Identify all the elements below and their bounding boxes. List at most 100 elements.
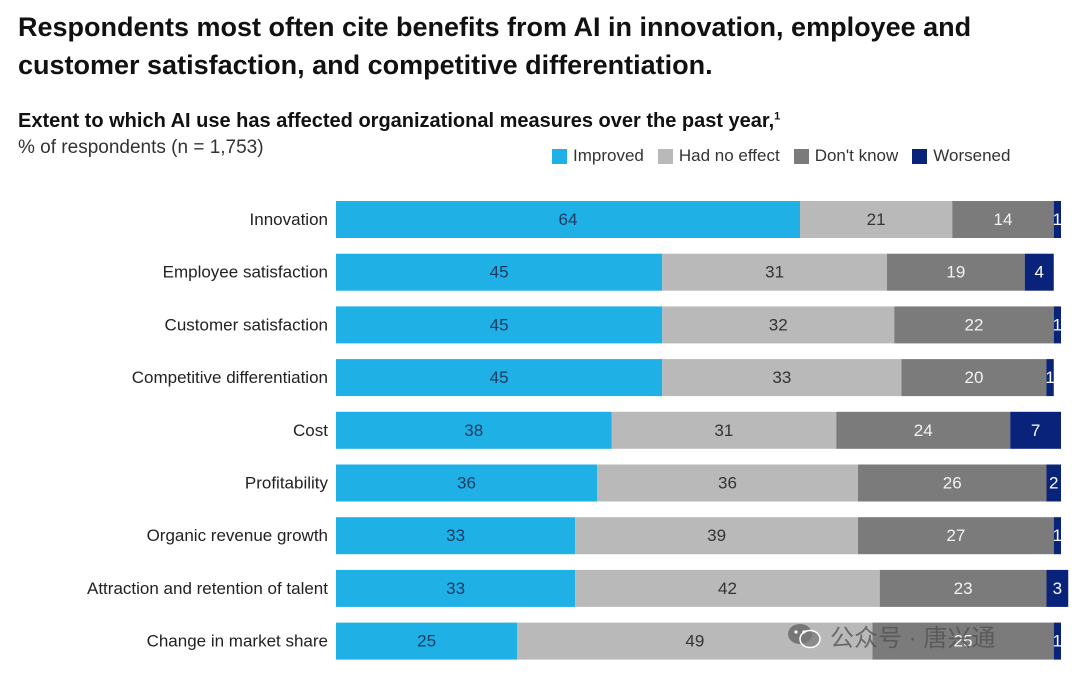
data-label-cost-worsened: 7 — [1031, 421, 1040, 440]
category-label-innovation: Innovation — [250, 210, 328, 229]
bar-organic-revenue-growth-don-t-know — [858, 517, 1054, 555]
bar-innovation-don-t-know — [952, 201, 1054, 238]
data-label-cost-improved: 38 — [464, 421, 483, 440]
legend-item-worsened: Worsened — [912, 146, 1010, 166]
data-label-employee-satisfaction-improved: 45 — [490, 263, 509, 282]
wechat-icon — [788, 623, 821, 648]
data-label-innovation-worsened: 1 — [1053, 210, 1062, 229]
bar-profitability-worsened — [1046, 464, 1061, 502]
bar-change-in-market-share-worsened — [1053, 622, 1061, 660]
data-label-attraction-and-retention-of-talent-don-t-know: 23 — [954, 579, 973, 598]
legend-item-dont-know: Don't know — [793, 146, 899, 166]
bar-attraction-and-retention-of-talent-improved — [336, 569, 576, 607]
bar-innovation-worsened — [1053, 201, 1061, 238]
bar-innovation-improved — [336, 201, 800, 238]
legend-swatch-improved — [552, 148, 567, 164]
watermark: 公众号 · 唐兴通 — [786, 618, 995, 653]
chart-headline: Respondents most often cite benefits fro… — [18, 12, 972, 80]
chart-subtitle: Extent to which AI use has affected orga… — [18, 110, 780, 133]
data-label-customer-satisfaction-don-t-know: 22 — [965, 315, 984, 334]
bar-attraction-and-retention-of-talent-worsened — [1046, 569, 1069, 607]
bar-employee-satisfaction-had-no-effect — [662, 253, 887, 291]
category-label-competitive-differentiation: Competitive differentiation — [132, 368, 328, 387]
bar-cost-improved — [336, 411, 612, 449]
data-label-competitive-differentiation-worsened: 1 — [1045, 368, 1054, 387]
bar-organic-revenue-growth-improved — [336, 517, 576, 555]
bar-employee-satisfaction-improved — [336, 253, 663, 291]
legend-item-improved: Improved — [552, 146, 644, 166]
data-label-innovation-had-no-effect: 21 — [867, 210, 886, 229]
category-label-organic-revenue-growth: Organic revenue growth — [147, 526, 328, 545]
data-label-cost-had-no-effect: 31 — [714, 421, 733, 440]
bar-organic-revenue-growth-worsened — [1053, 517, 1061, 555]
legend-swatch-dont-know — [793, 148, 809, 164]
category-label-cost: Cost — [293, 421, 328, 440]
data-label-customer-satisfaction-had-no-effect: 32 — [769, 315, 788, 334]
data-label-attraction-and-retention-of-talent-improved: 33 — [446, 579, 465, 598]
legend-item-no-effect: Had no effect — [657, 146, 780, 166]
chart-legend: Improved Had no effect Don't know Worsen… — [552, 146, 1010, 166]
data-label-innovation-don-t-know: 14 — [994, 210, 1013, 229]
data-label-attraction-and-retention-of-talent-worsened: 3 — [1053, 579, 1062, 598]
footnote-marker: 1 — [774, 110, 781, 123]
legend-swatch-no-effect — [657, 148, 673, 164]
legend-label-improved: Improved — [573, 146, 644, 165]
bar-cost-had-no-effect — [611, 411, 837, 449]
data-label-competitive-differentiation-don-t-know: 20 — [965, 368, 984, 387]
bar-customer-satisfaction-improved — [336, 306, 663, 344]
data-label-employee-satisfaction-worsened: 4 — [1035, 263, 1044, 282]
data-label-profitability-don-t-know: 26 — [943, 474, 962, 493]
bar-competitive-differentiation-had-no-effect — [662, 359, 902, 397]
bar-competitive-differentiation-don-t-know — [901, 359, 1047, 397]
watermark-text: 公众号 · 唐兴通 — [830, 625, 996, 652]
data-label-change-in-market-share-had-no-effect: 49 — [685, 632, 704, 651]
data-label-employee-satisfaction-don-t-know: 19 — [946, 263, 965, 282]
legend-label-no-effect: Had no effect — [678, 146, 780, 165]
bar-attraction-and-retention-of-talent-had-no-effect — [575, 569, 880, 607]
data-label-employee-satisfaction-had-no-effect: 31 — [765, 263, 784, 282]
bar-change-in-market-share-don-t-know — [872, 622, 1054, 660]
data-label-change-in-market-share-improved: 25 — [417, 632, 436, 651]
bar-cost-worsened — [1010, 411, 1061, 449]
bar-customer-satisfaction-don-t-know — [894, 306, 1054, 344]
data-label-customer-satisfaction-improved: 45 — [490, 315, 509, 334]
data-label-innovation-improved: 64 — [559, 210, 578, 229]
data-label-cost-don-t-know: 24 — [914, 421, 933, 440]
data-label-change-in-market-share-worsened: 1 — [1053, 632, 1062, 651]
data-label-competitive-differentiation-had-no-effect: 33 — [772, 368, 791, 387]
category-label-change-in-market-share: Change in market share — [147, 632, 328, 651]
bar-innovation-had-no-effect — [800, 201, 953, 238]
legend-label-dont-know: Don't know — [814, 146, 899, 165]
data-label-change-in-market-share-don-t-know: 25 — [954, 632, 973, 651]
bar-customer-satisfaction-worsened — [1053, 306, 1061, 344]
bar-profitability-improved — [336, 464, 597, 502]
bar-employee-satisfaction-worsened — [1024, 253, 1054, 291]
data-label-attraction-and-retention-of-talent-had-no-effect: 42 — [718, 579, 737, 598]
subtitle-text: Extent to which AI use has affected orga… — [18, 110, 775, 132]
bar-employee-satisfaction-don-t-know — [887, 253, 1025, 291]
bar-change-in-market-share-improved — [336, 622, 518, 660]
legend-label-worsened: Worsened — [933, 146, 1011, 165]
category-label-profitability: Profitability — [245, 474, 329, 493]
category-label-employee-satisfaction: Employee satisfaction — [163, 263, 328, 282]
bar-organic-revenue-growth-had-no-effect — [575, 517, 858, 555]
data-label-profitability-worsened: 2 — [1049, 474, 1058, 493]
bar-attraction-and-retention-of-talent-don-t-know — [879, 569, 1047, 607]
data-label-profitability-improved: 36 — [457, 474, 476, 493]
bar-profitability-had-no-effect — [597, 464, 858, 502]
bar-cost-don-t-know — [836, 411, 1011, 449]
bar-customer-satisfaction-had-no-effect — [662, 306, 895, 344]
legend-swatch-worsened — [912, 148, 928, 164]
data-label-organic-revenue-growth-worsened: 1 — [1053, 526, 1062, 545]
units-label: % of respondents (n = 1,753) — [18, 137, 264, 158]
bar-profitability-don-t-know — [858, 464, 1047, 502]
category-label-customer-satisfaction: Customer satisfaction — [165, 315, 328, 334]
data-label-organic-revenue-growth-don-t-know: 27 — [946, 526, 965, 545]
data-label-organic-revenue-growth-had-no-effect: 39 — [707, 526, 726, 545]
bar-competitive-differentiation-worsened — [1046, 359, 1054, 397]
data-label-customer-satisfaction-worsened: 1 — [1053, 315, 1062, 334]
data-label-profitability-had-no-effect: 36 — [718, 474, 737, 493]
data-label-organic-revenue-growth-improved: 33 — [446, 526, 465, 545]
data-label-competitive-differentiation-improved: 45 — [490, 368, 509, 387]
